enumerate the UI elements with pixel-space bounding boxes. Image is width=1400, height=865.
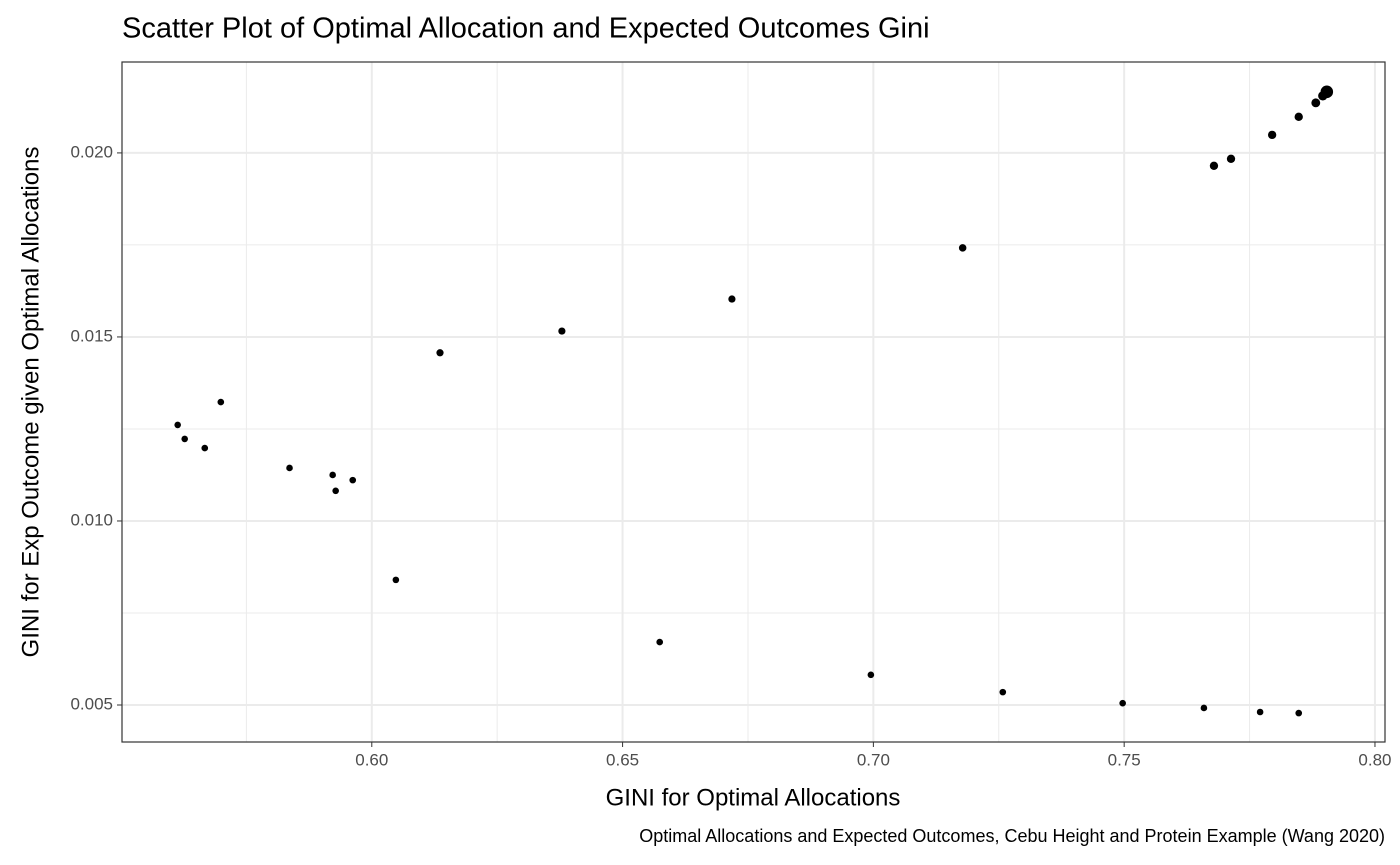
y-tick-label: 0.005 xyxy=(70,694,113,713)
point xyxy=(436,349,444,357)
x-tick-label: 0.60 xyxy=(355,750,388,769)
point xyxy=(867,671,875,679)
y-tick-label: 0.015 xyxy=(70,326,113,345)
point xyxy=(1209,161,1219,170)
x-tick-label: 0.70 xyxy=(857,750,890,769)
point xyxy=(392,576,400,584)
x-tick-label: 0.80 xyxy=(1358,750,1391,769)
caption: Optimal Allocations and Expected Outcome… xyxy=(639,826,1385,846)
point xyxy=(1200,704,1208,712)
point xyxy=(1320,85,1334,99)
point xyxy=(332,487,339,495)
point xyxy=(999,688,1007,696)
y-axis-label: GINI for Exp Outcome given Optimal Alloc… xyxy=(17,147,44,658)
point xyxy=(1226,154,1236,163)
point xyxy=(656,638,664,646)
point xyxy=(958,244,967,252)
chart-title: Scatter Plot of Optimal Allocation and E… xyxy=(122,13,930,45)
point xyxy=(329,471,336,479)
y-tick-label: 0.020 xyxy=(70,142,113,161)
plot-border xyxy=(121,61,1386,743)
point xyxy=(1294,112,1303,122)
y-tick-label: 0.010 xyxy=(70,510,113,529)
point xyxy=(1119,699,1126,707)
point xyxy=(558,327,566,335)
point xyxy=(217,398,225,406)
x-tick-label: 0.65 xyxy=(606,750,639,769)
point xyxy=(728,295,736,303)
x-tick-label: 0.75 xyxy=(1108,750,1141,769)
point xyxy=(286,464,293,472)
point xyxy=(349,476,357,484)
point xyxy=(181,435,188,443)
point xyxy=(1295,709,1303,717)
x-axis-label: GINI for Optimal Allocations xyxy=(606,784,901,811)
point xyxy=(174,421,181,429)
point xyxy=(1311,98,1321,108)
point xyxy=(201,444,209,452)
point xyxy=(1267,130,1277,140)
point xyxy=(1256,708,1264,716)
